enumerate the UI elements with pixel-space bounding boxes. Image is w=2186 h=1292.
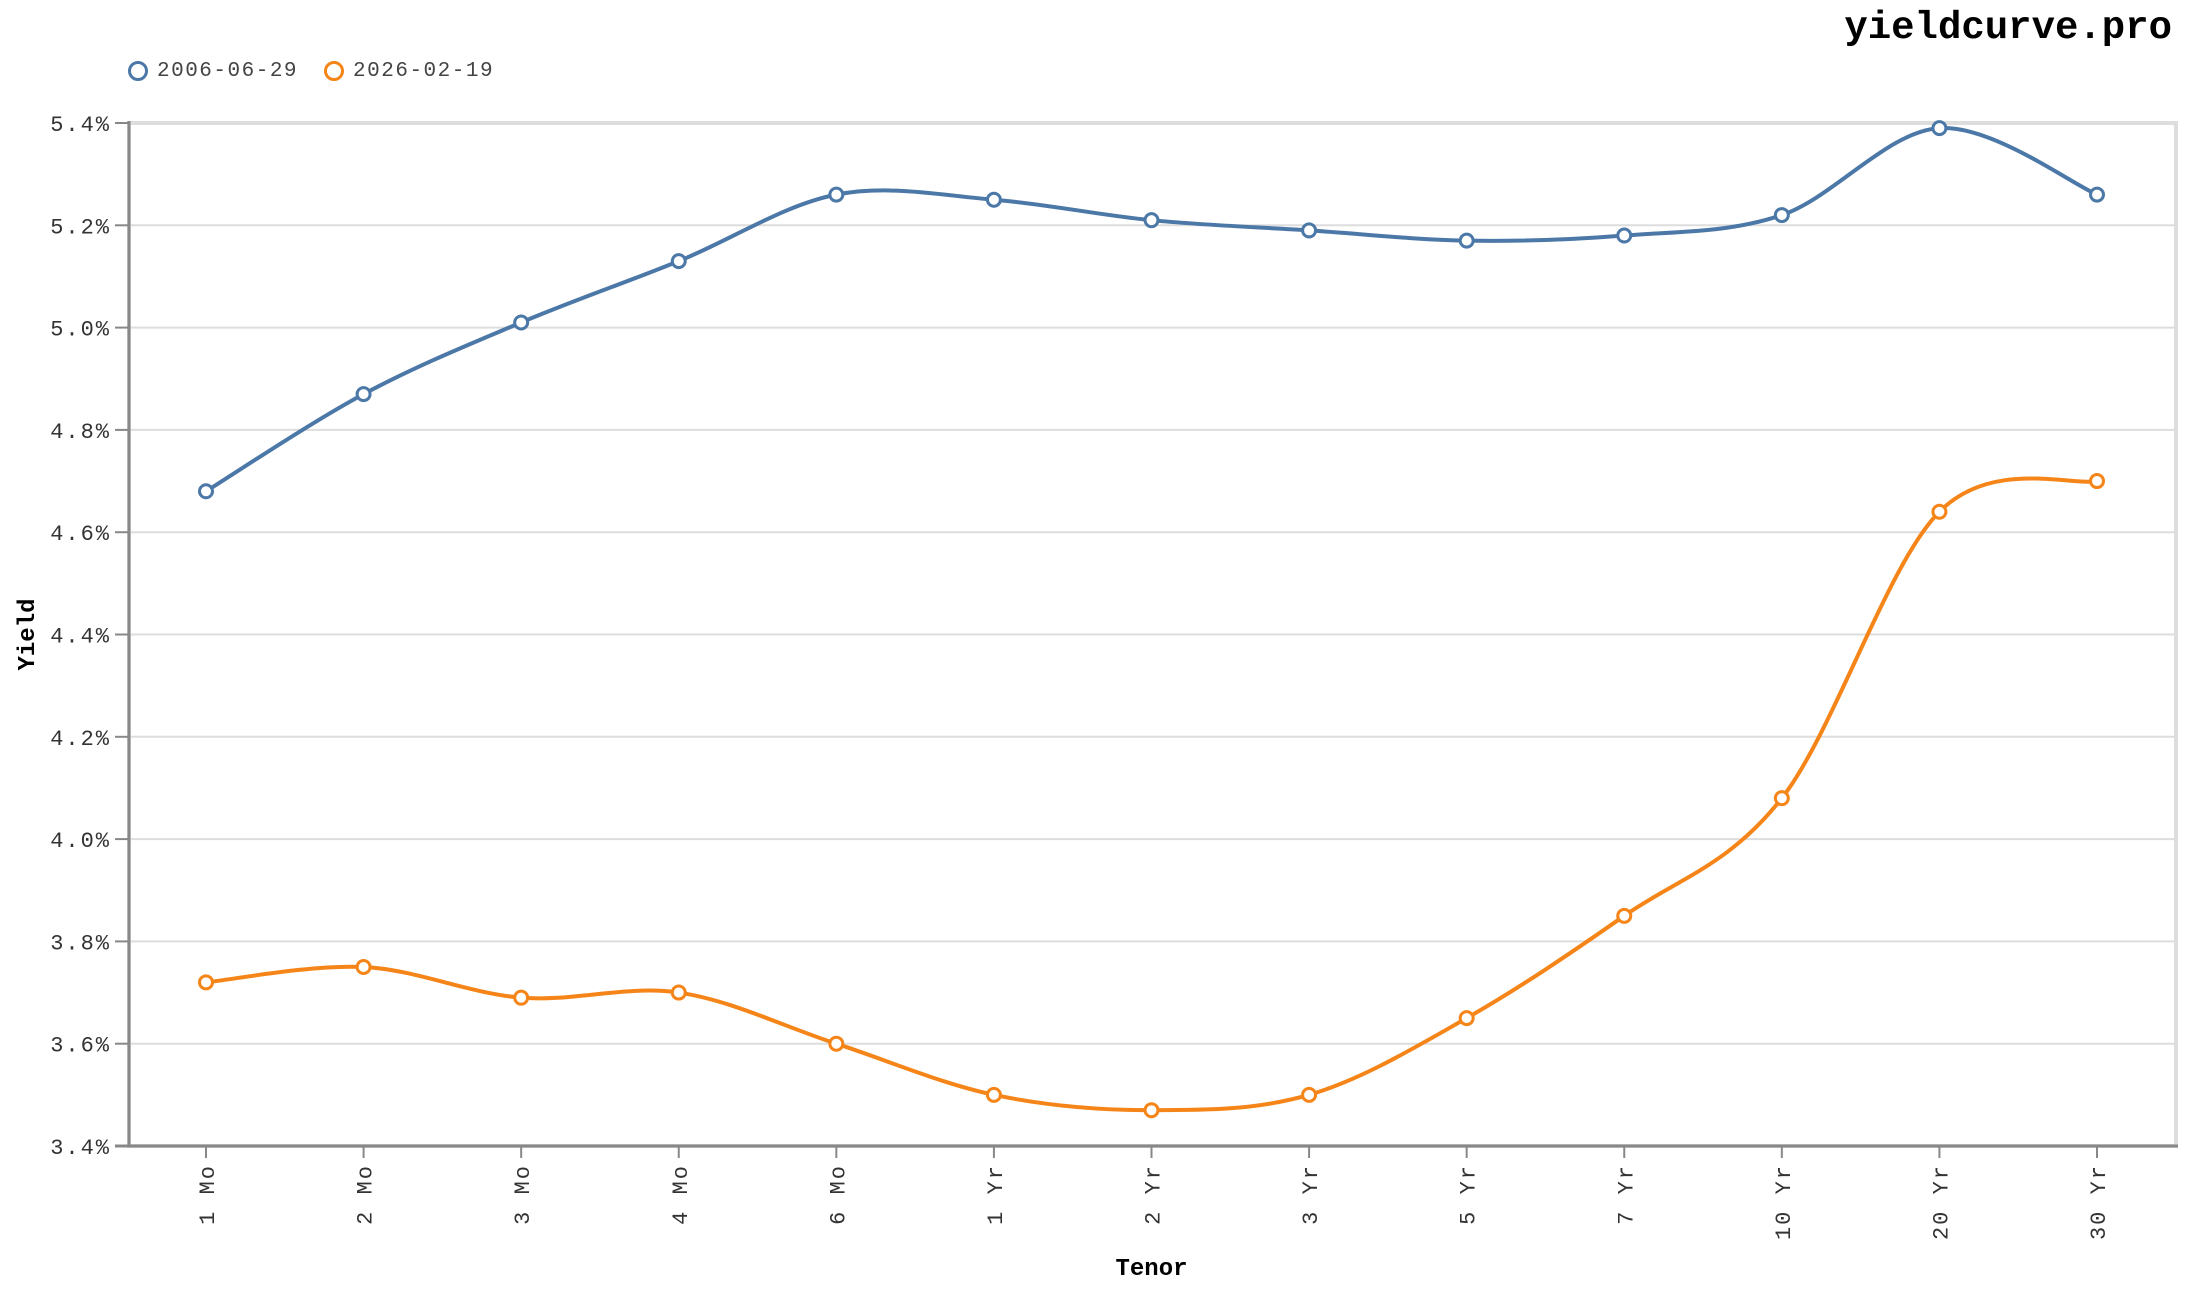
y-axis-title: Yield — [15, 598, 42, 670]
data-point[interactable]: 2026-02-19 10 Yr: 4.08% — [1773, 790, 1790, 807]
data-point[interactable]: 2026-02-19 20 Yr: 4.64% — [1931, 503, 1948, 520]
series-1: 2006-06-29 1 Mo: 4.68% 2006-06-29 2 Mo: 4… — [198, 120, 2105, 500]
y-tick-label: 3.6% — [50, 1034, 111, 1059]
data-point[interactable]: 2006-06-29 2 Yr: 5.21% — [1143, 212, 1160, 229]
legend-item-series-2[interactable]: 2026-02-19 — [324, 60, 494, 83]
circle-marker-icon — [324, 61, 345, 81]
chart-legend: 2006-06-29 2026-02-19 — [128, 56, 520, 86]
x-tick-label: 5 Yr — [1457, 1164, 1482, 1225]
x-tick-label: 1 Yr — [984, 1164, 1009, 1225]
data-point[interactable]: 2026-02-19 7 Yr: 3.85% — [1616, 907, 1633, 924]
x-tick-label: 10 Yr — [1772, 1164, 1797, 1240]
y-tick-label: 4.0% — [50, 829, 111, 854]
y-tick-label: 5.4% — [50, 113, 111, 138]
series-line — [205, 476, 2098, 1113]
x-tick-label: 2 Mo — [354, 1164, 379, 1225]
y-tick-label: 4.6% — [50, 522, 111, 547]
x-tick-label: 20 Yr — [1929, 1164, 1954, 1240]
x-tick-label: 6 Mo — [826, 1164, 851, 1225]
y-tick-label: 5.0% — [50, 318, 111, 343]
legend-item-series-1[interactable]: 2006-06-29 — [128, 60, 298, 83]
x-tick-label: 3 Yr — [1299, 1164, 1324, 1225]
data-point[interactable]: 2026-02-19 2 Yr: 3.47% — [1143, 1102, 1160, 1119]
y-tick-label: 3.4% — [50, 1136, 111, 1161]
data-point[interactable]: 2006-06-29 5 Yr: 5.17% — [1458, 232, 1475, 249]
y-tick-label: 4.2% — [50, 727, 111, 752]
y-tick-label: 4.8% — [50, 420, 111, 445]
data-point[interactable]: 2006-06-29 4 Mo: 5.13% — [670, 253, 687, 270]
series-2: 2026-02-19 1 Mo: 3.72% 2026-02-19 2 Mo: 3… — [198, 473, 2105, 1119]
axes: 3.4% 3.6% 3.8% 4.0% 4.2% 4.4% 4.6% 4.8% 5.0% 5.2%… — [50, 113, 2178, 1240]
data-point[interactable]: 2026-02-19 6 Mo: 3.6% — [828, 1035, 845, 1052]
x-tick-label: 7 Yr — [1614, 1164, 1639, 1225]
x-axis-title: Tenor — [1115, 1256, 1187, 1283]
data-point[interactable]: 2006-06-29 10 Yr: 5.22% — [1773, 207, 1790, 224]
data-point[interactable]: 2026-02-19 1 Yr: 3.5% — [985, 1086, 1002, 1103]
data-point[interactable]: 2026-02-19 2 Mo: 3.75% — [355, 958, 372, 975]
legend-label: 2026-02-19 — [353, 59, 495, 83]
data-point[interactable]: 2006-06-29 3 Yr: 5.19% — [1301, 222, 1318, 239]
data-point[interactable]: 2006-06-29 6 Mo: 5.26% — [828, 186, 845, 203]
x-tick-label: 3 Mo — [511, 1164, 536, 1225]
data-point[interactable]: 2026-02-19 1 Mo: 3.72% — [198, 974, 214, 991]
data-point[interactable]: 2006-06-29 20 Yr: 5.39% — [1931, 120, 1948, 137]
y-tick-label: 3.8% — [50, 931, 111, 956]
legend-label: 2006-06-29 — [157, 59, 299, 83]
data-point[interactable]: 2026-02-19 4 Mo: 3.7% — [670, 984, 687, 1001]
site-brand-title: yieldcurve.pro — [1844, 6, 2172, 50]
data-point[interactable]: 2026-02-19 3 Mo: 3.69% — [513, 989, 530, 1006]
x-tick-label: 2 Yr — [1142, 1164, 1167, 1225]
series-line — [204, 126, 2098, 493]
series-layer: 2006-06-29 1 Mo: 4.68% 2006-06-29 2 Mo: 4… — [198, 120, 2105, 1119]
x-tick-label: 30 Yr — [2087, 1164, 2112, 1240]
data-point[interactable]: 2006-06-29 7 Yr: 5.18% — [1616, 227, 1633, 244]
data-point[interactable]: 2006-06-29 30 Yr: 5.26% — [2089, 186, 2105, 203]
y-tick-label: 5.2% — [50, 215, 111, 240]
circle-marker-icon — [128, 61, 148, 81]
data-point[interactable]: 2026-02-19 3 Yr: 3.5% — [1301, 1086, 1318, 1103]
data-point[interactable]: 2026-02-19 5 Yr: 3.65% — [1458, 1010, 1475, 1027]
data-point[interactable]: 2006-06-29 1 Yr: 5.25% — [985, 191, 1002, 208]
y-tick-label: 4.4% — [50, 625, 111, 650]
data-point[interactable]: 2026-02-19 30 Yr: 4.7% — [2089, 473, 2105, 490]
gridlines — [129, 224, 2176, 1045]
data-point[interactable]: 2006-06-29 1 Mo: 4.68% — [198, 483, 214, 500]
x-tick-label: 1 Mo — [196, 1164, 221, 1225]
data-point[interactable]: 2006-06-29 2 Mo: 4.87% — [355, 386, 372, 403]
x-tick-label: 4 Mo — [669, 1164, 694, 1225]
data-point[interactable]: 2006-06-29 3 Mo: 5.01% — [513, 314, 530, 331]
